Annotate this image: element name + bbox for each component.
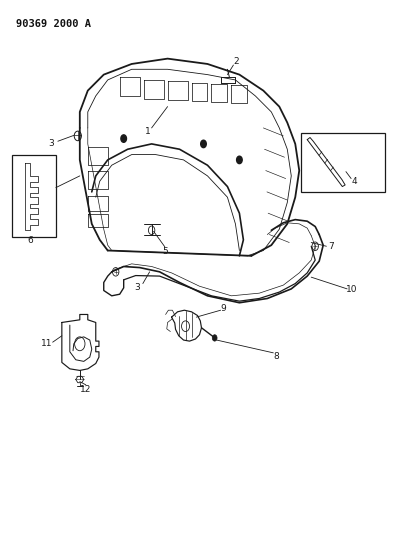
Circle shape [201, 140, 206, 148]
Circle shape [212, 335, 217, 341]
Text: 1: 1 [145, 127, 150, 136]
Text: 10: 10 [346, 286, 358, 294]
Text: 9: 9 [221, 304, 226, 312]
Text: 3: 3 [48, 140, 53, 148]
Text: 4: 4 [352, 177, 357, 185]
Text: 12: 12 [80, 385, 91, 393]
FancyBboxPatch shape [12, 155, 56, 237]
Text: 6: 6 [27, 236, 33, 245]
Circle shape [121, 135, 126, 142]
Text: 8: 8 [274, 352, 279, 360]
Text: 7: 7 [328, 242, 334, 251]
Text: 5: 5 [163, 247, 168, 256]
Text: 3: 3 [134, 284, 140, 292]
Text: 90369 2000 A: 90369 2000 A [16, 19, 91, 29]
Text: 11: 11 [41, 340, 53, 348]
FancyBboxPatch shape [301, 133, 385, 192]
Text: 2: 2 [233, 58, 239, 66]
Circle shape [237, 156, 242, 164]
